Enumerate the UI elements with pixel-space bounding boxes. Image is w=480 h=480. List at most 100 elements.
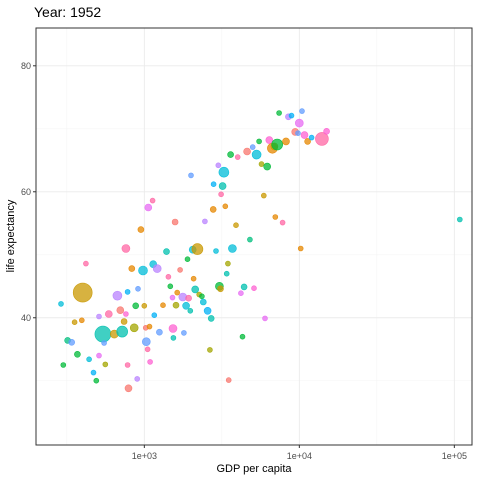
data-point [171, 218, 179, 226]
data-point [134, 376, 140, 382]
data-point [213, 248, 219, 254]
data-point [185, 294, 192, 302]
data-point [172, 301, 180, 309]
data-point [218, 182, 227, 190]
data-point [279, 219, 286, 226]
data-point [187, 307, 194, 314]
data-point [144, 346, 151, 353]
x-axis-title: GDP per capita [216, 463, 292, 475]
data-point [112, 290, 123, 301]
data-point [160, 302, 166, 309]
data-point [181, 330, 187, 336]
data-point [105, 310, 113, 318]
scatter-points [58, 108, 463, 393]
data-point [149, 197, 156, 204]
data-point [58, 301, 64, 307]
data-point [234, 154, 241, 160]
data-point [165, 273, 172, 280]
data-point [258, 161, 265, 167]
data-point [260, 192, 267, 199]
data-point [456, 216, 463, 223]
data-point [169, 294, 176, 301]
data-point [96, 352, 102, 359]
data-point [238, 290, 244, 297]
data-point [225, 260, 231, 267]
data-point [138, 265, 148, 276]
data-point [239, 333, 246, 340]
data-point [223, 270, 230, 277]
grid [36, 28, 472, 445]
data-point [299, 108, 305, 114]
data-point [233, 222, 239, 228]
data-point [191, 285, 199, 294]
data-point [123, 311, 129, 317]
data-point [207, 347, 213, 353]
data-point [300, 131, 309, 139]
data-point [124, 289, 131, 295]
data-point [251, 285, 257, 292]
data-point [184, 256, 191, 263]
data-point [137, 226, 145, 233]
data-point [121, 244, 131, 253]
data-point [240, 283, 248, 291]
data-point [294, 118, 304, 128]
data-point [308, 134, 315, 141]
data-point [177, 267, 183, 273]
data-point [276, 110, 282, 116]
data-point [135, 285, 141, 292]
data-point [152, 264, 162, 273]
y-tick-label: 80 [21, 61, 31, 71]
data-point [222, 203, 229, 210]
data-point [142, 337, 151, 347]
data-point [188, 172, 194, 179]
data-point [256, 138, 262, 145]
data-point [163, 248, 170, 255]
data-point [132, 302, 139, 310]
data-point [191, 243, 204, 255]
data-point [93, 377, 100, 384]
y-tick-label: 60 [21, 187, 31, 197]
data-point [227, 151, 234, 158]
data-point [156, 328, 163, 336]
data-point [124, 384, 133, 393]
data-point [90, 369, 97, 376]
data-point [116, 325, 128, 338]
data-point [200, 298, 207, 306]
data-point [251, 149, 262, 160]
data-point [60, 362, 67, 368]
chart-title: Year: 1952 [34, 4, 101, 20]
data-point [271, 138, 284, 151]
data-point [124, 362, 131, 368]
x-tick-label: 1e+05 [442, 451, 467, 461]
data-point [71, 319, 78, 326]
data-point [323, 128, 330, 135]
data-point [297, 245, 304, 252]
data-point [74, 350, 81, 358]
data-point [68, 338, 75, 346]
data-point [168, 324, 178, 333]
data-point [207, 315, 215, 322]
data-point [272, 214, 279, 220]
data-point [288, 112, 295, 119]
y-tick-label: 40 [21, 313, 31, 323]
data-point [96, 313, 102, 320]
panel-border [35, 27, 473, 446]
data-point [170, 335, 177, 341]
y-axis: 40 60 80 [21, 61, 36, 323]
data-point [174, 289, 180, 296]
data-point [129, 323, 139, 333]
data-point [209, 206, 217, 213]
data-point [94, 325, 112, 343]
data-point [202, 218, 208, 225]
data-point [86, 356, 92, 363]
data-point [228, 244, 237, 253]
data-point [247, 236, 253, 243]
data-point [243, 147, 251, 156]
x-tick-label: 1e+03 [132, 451, 157, 461]
data-point [141, 302, 148, 309]
data-point [295, 130, 301, 136]
x-axis: 1e+03 1e+04 1e+05 [132, 445, 467, 461]
data-point [102, 361, 109, 368]
data-point [116, 306, 125, 315]
data-point [79, 317, 85, 324]
